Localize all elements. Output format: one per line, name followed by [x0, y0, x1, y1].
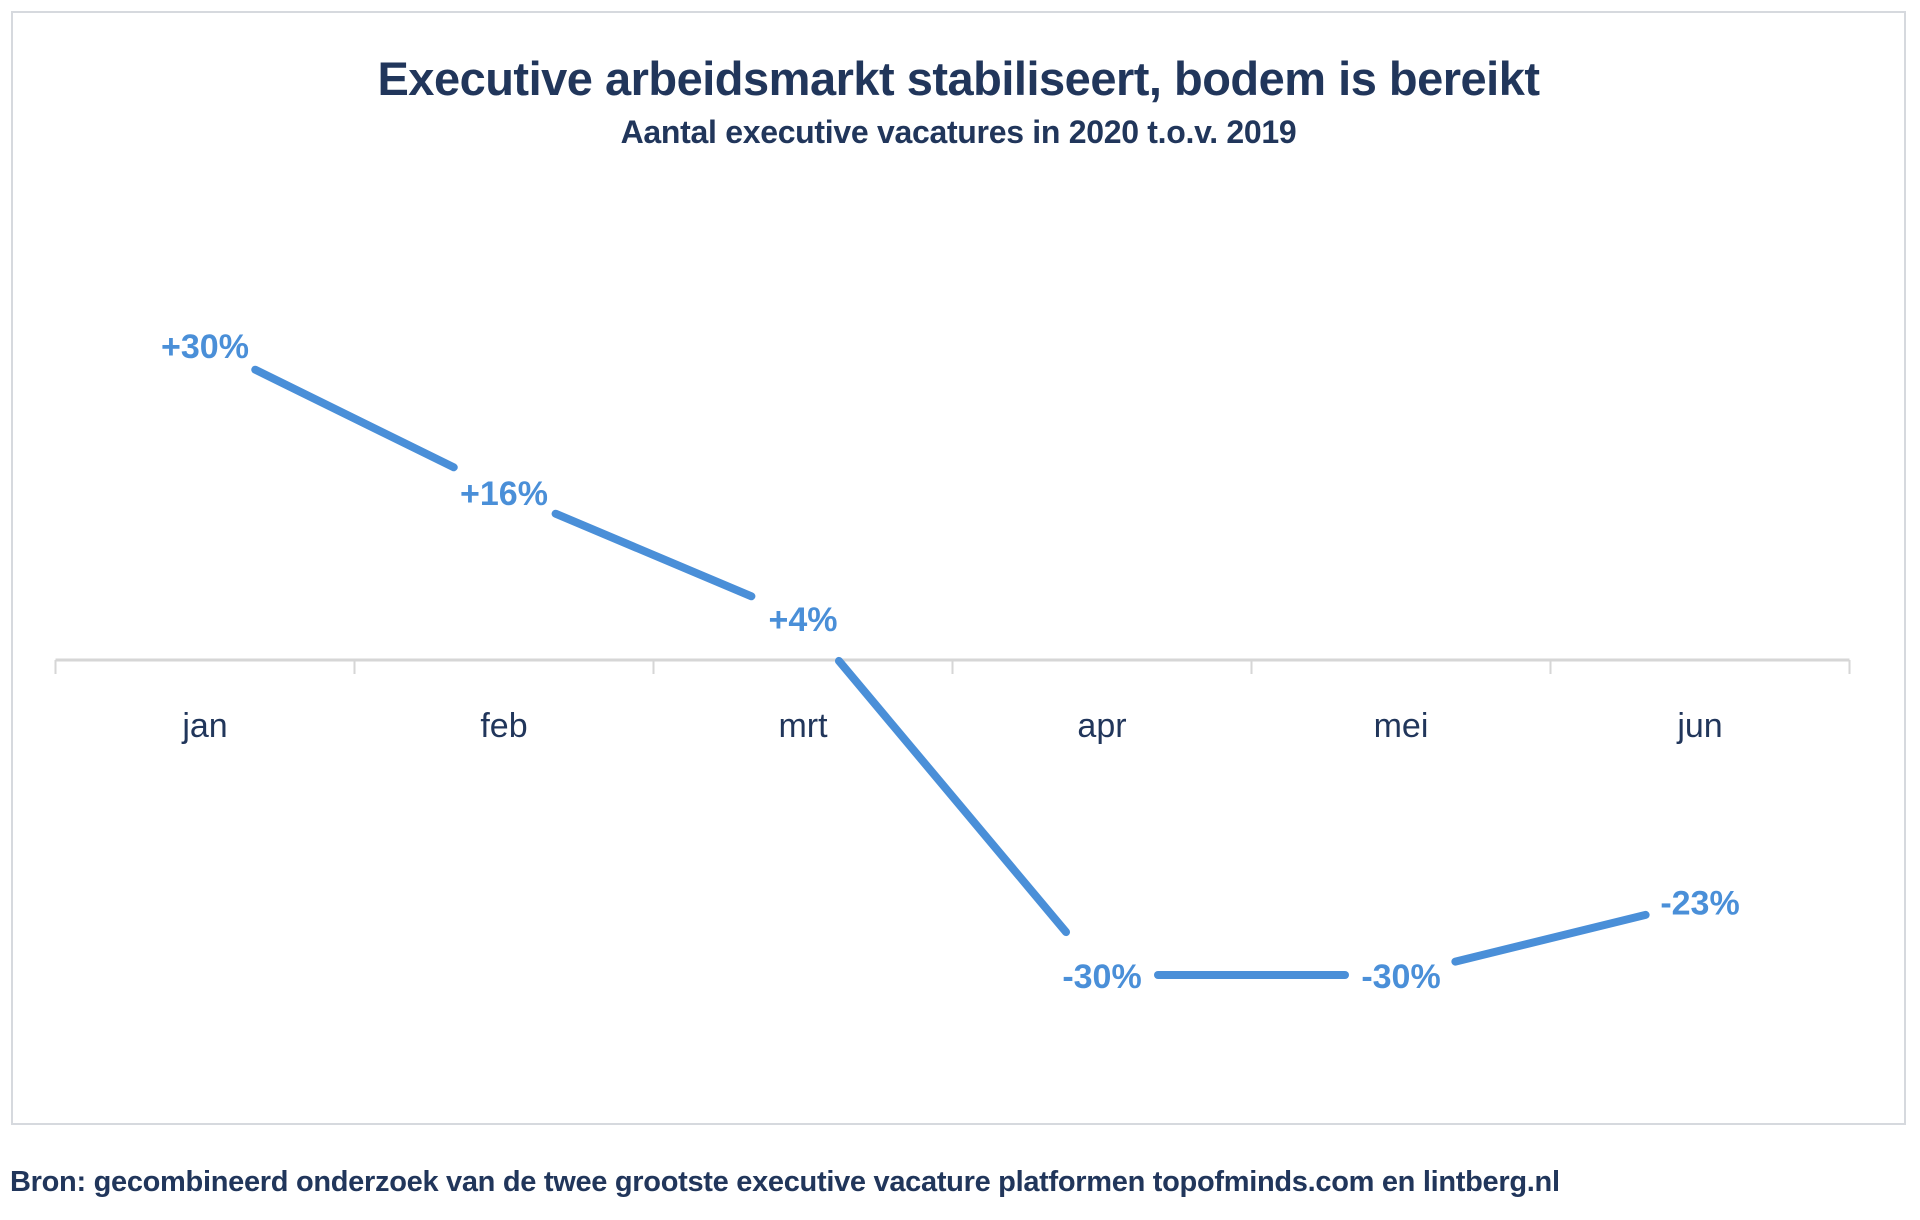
line-segment-mrt-apr: [834, 656, 1071, 937]
chart-subtitle: Aantal executive vacatures in 2020 t.o.v…: [620, 114, 1297, 150]
x-axis-label-mrt: mrt: [778, 707, 828, 745]
chart-title: Executive arbeidsmarkt stabiliseert, bod…: [377, 52, 1540, 105]
point-label-mei: -30%: [1361, 958, 1440, 996]
x-axis-label-feb: feb: [480, 707, 527, 745]
x-axis-label-jun: jun: [1676, 707, 1722, 745]
chart-card: Executive arbeidsmarkt stabiliseert, bod…: [11, 11, 1906, 1125]
line-segment-jan-feb: [251, 365, 458, 472]
point-label-apr: -30%: [1062, 958, 1141, 996]
point-label-jun: -23%: [1660, 885, 1739, 923]
x-axis-label-apr: apr: [1077, 707, 1126, 745]
source-note: Bron: gecombineerd onderzoek van de twee…: [10, 1166, 1560, 1198]
point-label-jan: +30%: [161, 328, 249, 366]
line-segment-feb-mrt: [551, 509, 756, 601]
point-label-mrt: +4%: [769, 601, 838, 639]
x-axis-label-mei: mei: [1374, 707, 1429, 745]
point-label-feb: +16%: [460, 475, 548, 513]
x-axis-label-jan: jan: [181, 707, 227, 745]
line-segment-mei-jun: [1451, 910, 1650, 966]
